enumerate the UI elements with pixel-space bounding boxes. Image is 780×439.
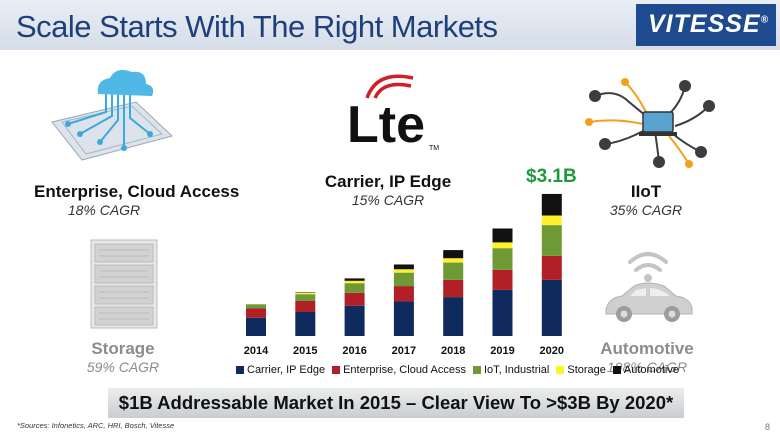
legend-item: IoT, Industrial (472, 364, 550, 376)
legend-item: Automotive (612, 364, 679, 376)
bar-segment-2018-2 (443, 262, 464, 280)
bar-segment-2019-1 (492, 269, 513, 290)
iot-cagr: 35% CAGR (609, 202, 683, 218)
stacked-bar-chart: 2014 2015 2016 2017 2018 2019 2020 (244, 193, 564, 357)
lte-logo-text: Lte (347, 96, 425, 154)
cloud-network-icon (51, 70, 173, 161)
x-tick-label: 2017 (392, 345, 416, 357)
legend-item: Carrier, IP Edge (236, 364, 325, 376)
page-number: 8 (765, 422, 771, 432)
lte-tm-text: TM (429, 145, 439, 152)
connected-car-icon (605, 252, 693, 322)
bar-segment-2015-0 (295, 312, 316, 336)
legend-item: Storage (556, 364, 606, 376)
bar-segment-2019-0 (492, 289, 513, 336)
legend-swatch (612, 366, 621, 374)
bar-segment-2014-0 (246, 317, 266, 336)
vitesse-logo-text: VITESSE (648, 10, 761, 38)
x-tick-label: 2020 (540, 345, 564, 357)
bar-segment-2017-3 (393, 269, 414, 273)
bar-segment-2015-3 (295, 292, 316, 295)
bar-segment-2018-3 (443, 258, 464, 263)
bar-segment-2016-4 (344, 278, 365, 281)
bar-segment-2017-1 (393, 286, 414, 302)
page-title: Scale Starts With The Right Markets (16, 9, 498, 44)
bar-segment-2020-2 (541, 225, 562, 256)
bar-segment-2018-0 (443, 297, 464, 336)
bar-segment-2014-2 (246, 304, 266, 309)
sources-footnote: *Sources: Infonetics, ARC, HRI, Bosch, V… (17, 421, 175, 430)
legend-swatch (472, 366, 481, 374)
storage-server-icon (90, 239, 158, 329)
bar-segment-2018-1 (443, 279, 464, 298)
carrier-segment-name: Carrier, IP Edge (324, 172, 452, 191)
automotive-cagr: 198% CAGR (606, 359, 688, 375)
carrier-cagr: 15% CAGR (351, 192, 425, 208)
legend-label: IoT, Industrial (483, 364, 550, 376)
registered-mark: ® (760, 14, 769, 26)
storage-cagr: 59% CAGR (86, 359, 160, 375)
bar-segment-2019-4 (492, 228, 513, 243)
bar-segment-2017-2 (393, 272, 414, 287)
x-tick-label: 2018 (441, 345, 465, 357)
x-tick-label: 2015 (293, 345, 317, 357)
bar-segment-2016-3 (344, 280, 365, 284)
storage-segment-name: Storage (91, 339, 155, 358)
enterprise-segment-name: Enterprise, Cloud Access (34, 182, 240, 201)
vitesse-logo: VITESSE® (648, 10, 769, 39)
legend-swatch (236, 366, 244, 374)
legend-label: Automotive (623, 364, 679, 376)
total-2020-label: $3.1B (526, 166, 577, 187)
legend-label: Carrier, IP Edge (247, 364, 326, 376)
legend-swatch (556, 366, 565, 374)
bar-segment-2020-4 (541, 193, 562, 216)
automotive-segment-name: Automotive (600, 339, 694, 358)
legend-item: Enterprise, Cloud Access (332, 364, 466, 376)
iot-segment-name: IIoT (630, 182, 662, 201)
x-tick-label: 2019 (490, 345, 514, 357)
legend-swatch (332, 366, 341, 374)
bar-segment-2019-2 (492, 248, 513, 270)
x-tick-label: 2014 (244, 345, 269, 357)
bar-segment-2015-1 (295, 300, 316, 312)
vitesse-logo-background (636, 4, 776, 46)
legend-label: Enterprise, Cloud Access (343, 364, 466, 376)
bar-segment-2017-4 (393, 264, 414, 270)
bar-segment-2020-3 (541, 215, 562, 226)
bar-segment-2016-1 (344, 292, 365, 306)
bar-segment-2017-0 (393, 301, 414, 336)
bar-segment-2016-0 (344, 305, 365, 336)
x-tick-label: 2016 (342, 345, 366, 357)
legend-label: Storage (567, 364, 606, 376)
market-banner: $1B Addressable Market In 2015 – Clear V… (108, 388, 684, 418)
bar-segment-2018-4 (443, 250, 464, 259)
enterprise-cagr: 18% CAGR (67, 202, 141, 218)
bar-segment-2015-2 (295, 294, 316, 301)
bar-segment-2014-1 (246, 308, 266, 318)
lte-logo: Lte TM (347, 74, 439, 154)
chart-legend: Carrier, IP Edge Enterprise, Cloud Access… (236, 364, 686, 376)
iot-network-icon (585, 78, 715, 168)
bar-segment-2019-3 (492, 242, 513, 249)
bar-segment-2020-1 (541, 255, 562, 280)
bar-segment-2016-2 (344, 283, 365, 293)
bar-segment-2020-0 (541, 279, 562, 336)
